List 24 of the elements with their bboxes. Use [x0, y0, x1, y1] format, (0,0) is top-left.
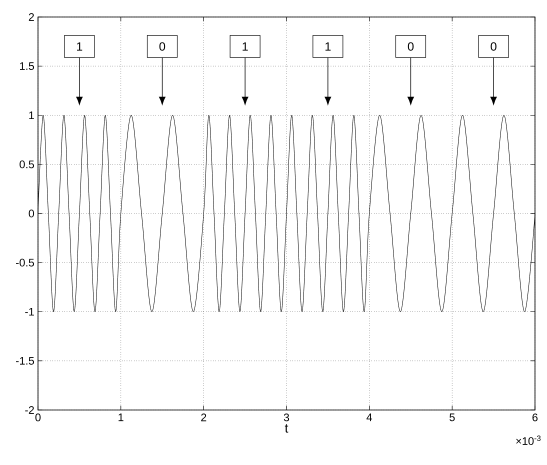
- annotation: 0: [490, 42, 496, 51]
- y-tick-label: 0.5: [20, 160, 34, 168]
- x-tick-label: 2: [201, 414, 206, 422]
- annotation: 1: [242, 42, 248, 51]
- text: ×10$^{-3}$: [516, 436, 541, 445]
- y-tick-label: 1.5: [20, 62, 34, 70]
- y-tick-label: -1.5: [16, 357, 34, 365]
- y-tick-label: 1: [29, 111, 34, 120]
- y-tick-label: 2: [28, 13, 34, 21]
- annotation: 0: [159, 42, 166, 51]
- y-tick-label: -2: [25, 406, 34, 414]
- x-axis-title: t: [284, 424, 288, 433]
- annotation: 1: [76, 42, 82, 51]
- x-tick-label: 6: [532, 414, 538, 422]
- y-tick-label: 0: [28, 210, 34, 218]
- x-tick-label: 5: [450, 414, 455, 422]
- y-tick-label: -0.5: [16, 258, 34, 267]
- x-tick-label: 1: [118, 414, 124, 422]
- x-tick-label: 0: [35, 414, 41, 422]
- annotation: 0: [408, 42, 414, 51]
- x-tick-label: 4: [366, 414, 372, 422]
- y-tick-label: -1: [25, 308, 34, 316]
- x-tick-label: 3: [284, 414, 290, 422]
- annotation: 1: [325, 42, 331, 51]
